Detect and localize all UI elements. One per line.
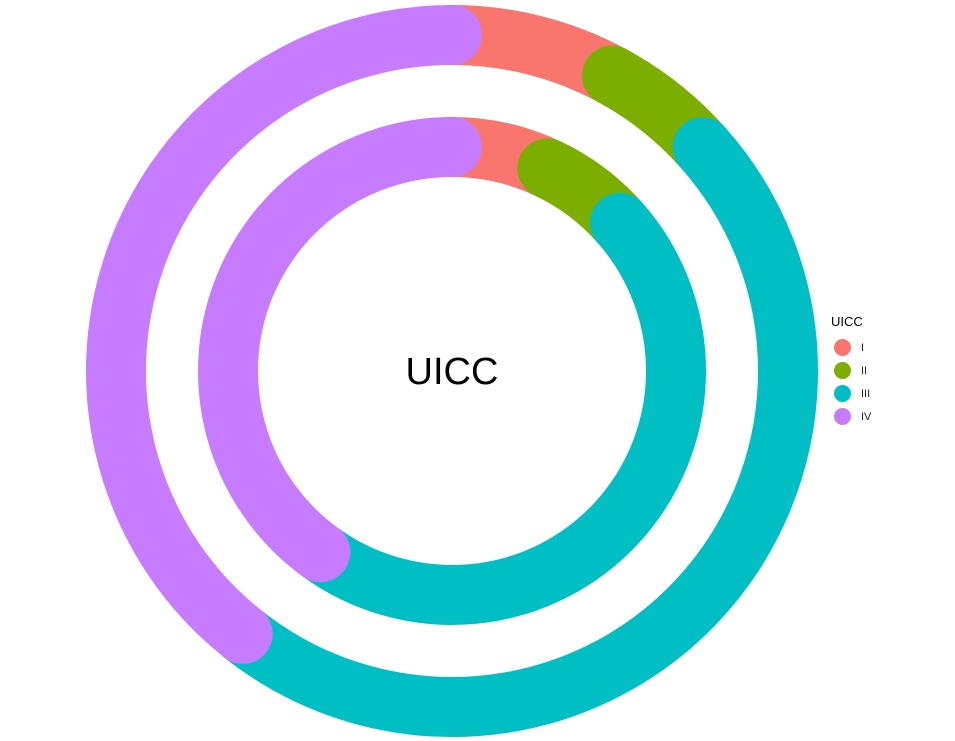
legend-label-II: II [861, 364, 868, 377]
legend-item-II: II [831, 359, 871, 382]
inner-ring-end-cap-IV [422, 117, 482, 177]
outer-ring-cap-II [582, 45, 643, 106]
legend-item-I: I [831, 336, 871, 359]
legend: UICC I II III IV [831, 314, 871, 428]
outer-ring-cap-IV [212, 603, 273, 664]
outer-ring-end-cap-IV [422, 5, 482, 65]
outer-ring-cap-III [672, 117, 733, 178]
inner-ring-segment-III [302, 203, 706, 625]
outer-ring-segment-III [224, 127, 818, 737]
legend-swatch-I [834, 339, 851, 356]
legend-label-I: I [861, 341, 865, 354]
legend-title: UICC [831, 314, 863, 329]
legend-swatch-IV [834, 408, 851, 425]
inner-ring-cap-III [590, 192, 651, 253]
ring-group [86, 5, 818, 737]
legend-item-III: III [831, 382, 871, 405]
legend-swatch-III [834, 385, 851, 402]
legend-item-IV: IV [831, 405, 871, 428]
center-label: UICC [406, 351, 499, 393]
inner-ring-cap-IV [290, 522, 351, 583]
inner-ring-cap-II [517, 138, 578, 199]
legend-swatch-II [834, 362, 851, 379]
inner-ring-segment-IV [198, 117, 453, 577]
outer-ring-segment-IV [86, 5, 453, 658]
legend-label-III: III [861, 387, 871, 400]
legend-label-IV: IV [861, 410, 872, 423]
legend-items: I II III IV [831, 336, 871, 428]
